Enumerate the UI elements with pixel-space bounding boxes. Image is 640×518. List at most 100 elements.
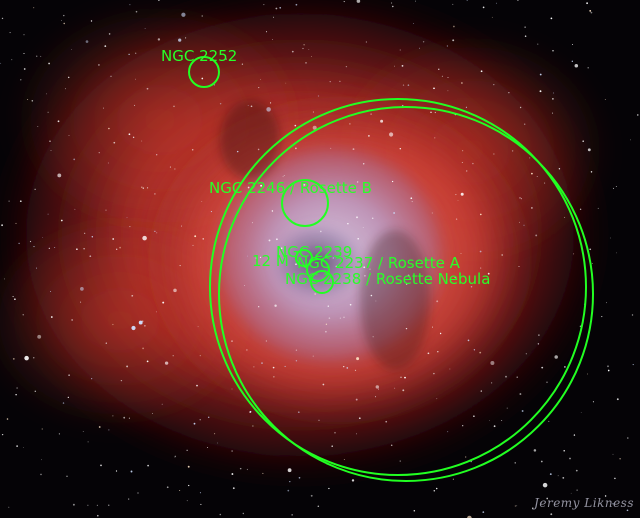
- star: [407, 84, 410, 86]
- star: [369, 268, 371, 270]
- star: [614, 477, 616, 480]
- star: [266, 107, 271, 112]
- star: [318, 419, 320, 421]
- star: [537, 43, 539, 45]
- star: [23, 34, 25, 36]
- star: [275, 7, 278, 10]
- star: [564, 216, 566, 218]
- star: [185, 37, 187, 39]
- star: [102, 107, 104, 109]
- star: [351, 479, 355, 482]
- star: [295, 3, 298, 6]
- star: [63, 14, 65, 17]
- star: [413, 23, 414, 24]
- star: [343, 316, 345, 318]
- star: [67, 76, 70, 79]
- star: [432, 326, 433, 328]
- star: [71, 319, 73, 321]
- star: [501, 419, 503, 421]
- star: [339, 317, 341, 319]
- star: [493, 83, 495, 86]
- star: [597, 207, 599, 209]
- star: [368, 135, 370, 137]
- star: [272, 366, 275, 369]
- star: [284, 365, 286, 367]
- star: [580, 412, 582, 414]
- star: [375, 385, 379, 389]
- star: [231, 388, 233, 390]
- star: [312, 355, 314, 357]
- star: [82, 431, 84, 432]
- star: [579, 208, 582, 211]
- star: [246, 468, 248, 471]
- star: [180, 225, 183, 227]
- star: [546, 381, 548, 383]
- annotation-circles: [188, 56, 594, 482]
- star: [391, 2, 393, 4]
- star: [74, 208, 76, 210]
- star: [349, 303, 352, 306]
- star: [571, 60, 573, 62]
- ngc2237-circle: [306, 258, 330, 282]
- ngc2252-circle: [188, 56, 220, 88]
- star: [389, 132, 394, 137]
- star: [110, 75, 112, 77]
- star: [550, 513, 553, 516]
- star: [437, 350, 439, 353]
- star: [466, 0, 468, 1]
- star: [312, 125, 317, 130]
- star: [156, 232, 158, 234]
- ngc2246-circle: [281, 179, 329, 227]
- rosette-outer-circle-b: [218, 106, 594, 482]
- star: [465, 170, 468, 172]
- nebula-glow: [0, 0, 610, 485]
- label-ngc2238: NGC 2238 / Rosette Nebula: [285, 270, 490, 288]
- star: [627, 437, 629, 439]
- star: [356, 0, 361, 3]
- star: [433, 372, 435, 375]
- star: [402, 84, 405, 86]
- star: [68, 374, 70, 376]
- star: [546, 497, 549, 500]
- star: [186, 500, 188, 502]
- star: [98, 152, 100, 154]
- star: [516, 376, 518, 378]
- star: [194, 235, 197, 238]
- star: [473, 415, 475, 417]
- ngc2238-inner-circle: [310, 270, 334, 294]
- star: [37, 125, 39, 127]
- star: [141, 186, 143, 188]
- star: [487, 272, 490, 275]
- star: [18, 242, 20, 245]
- star: [179, 265, 181, 267]
- star: [399, 147, 402, 150]
- star: [328, 487, 330, 490]
- star: [613, 187, 615, 189]
- star: [141, 140, 143, 142]
- star: [467, 515, 472, 518]
- star: [612, 502, 614, 505]
- star: [178, 38, 182, 42]
- star: [147, 187, 149, 189]
- star: [616, 252, 617, 254]
- star: [378, 388, 380, 390]
- star: [231, 450, 233, 452]
- star: [356, 181, 359, 183]
- star: [219, 102, 222, 105]
- star: [541, 366, 544, 369]
- star: [550, 17, 553, 20]
- star: [352, 148, 355, 151]
- star: [285, 82, 287, 84]
- star: [322, 383, 325, 386]
- star: [154, 230, 156, 233]
- star: [130, 470, 133, 473]
- star: [61, 20, 62, 21]
- star: [343, 1, 345, 3]
- rosette-outer-circle-a: [209, 98, 587, 476]
- star: [402, 389, 405, 392]
- star: [303, 44, 305, 46]
- star: [291, 50, 294, 53]
- star: [260, 184, 263, 187]
